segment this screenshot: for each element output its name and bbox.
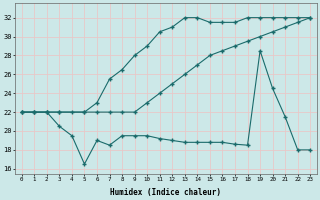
X-axis label: Humidex (Indice chaleur): Humidex (Indice chaleur)	[110, 188, 221, 197]
